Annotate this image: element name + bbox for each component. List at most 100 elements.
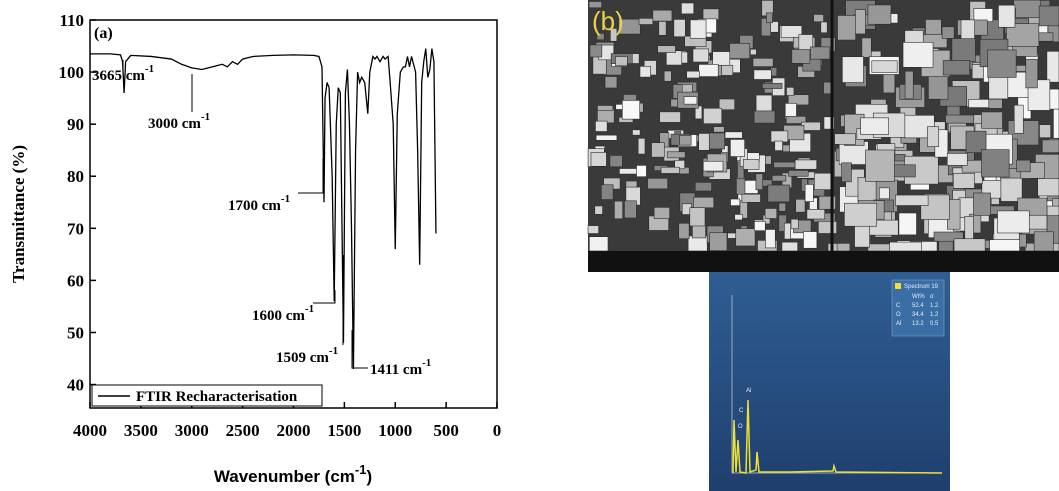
sem-grain bbox=[736, 176, 746, 195]
sem-grain bbox=[998, 4, 1016, 28]
sem-grain bbox=[638, 18, 654, 25]
sem-grain bbox=[786, 87, 795, 96]
sem-grain bbox=[889, 241, 922, 252]
sem-grain bbox=[945, 114, 975, 124]
x-axis-label: Wavenumber (cm-1) bbox=[214, 462, 372, 486]
sem-grain bbox=[724, 131, 743, 139]
sem-grain bbox=[712, 51, 731, 66]
x-tick-label: 1000 bbox=[378, 421, 412, 440]
annotation: 3000 cm-1 bbox=[148, 111, 210, 132]
sem-grain bbox=[742, 159, 760, 170]
sem-grain bbox=[1053, 107, 1059, 139]
sem-grain bbox=[764, 208, 778, 219]
x-axis-label-sup: -1 bbox=[355, 462, 367, 477]
sem-grain bbox=[1046, 50, 1059, 83]
sem-grain bbox=[660, 166, 680, 174]
sem-panel: (b) bbox=[587, 0, 1059, 272]
sem-grain bbox=[770, 130, 789, 143]
x-tick-label: 3000 bbox=[175, 421, 209, 440]
sem-grain bbox=[861, 37, 872, 58]
sem-grain bbox=[689, 19, 707, 39]
annotation-text: 3665 cm bbox=[92, 68, 145, 84]
sem-grain bbox=[609, 155, 623, 168]
sem-grain bbox=[1038, 5, 1059, 27]
sem-grain bbox=[946, 153, 968, 166]
sem-grain bbox=[618, 18, 641, 35]
sem-grain bbox=[925, 19, 942, 37]
sem-grain bbox=[804, 184, 814, 202]
sem-grain bbox=[1006, 23, 1040, 47]
sem-grain bbox=[755, 173, 764, 191]
sem-grain bbox=[615, 104, 624, 110]
sem-grain bbox=[841, 162, 852, 183]
sem-grain bbox=[754, 221, 766, 231]
sem-grain bbox=[589, 236, 609, 252]
sem-grain bbox=[1041, 139, 1059, 153]
sem-grain bbox=[752, 58, 774, 67]
sem-grain bbox=[795, 198, 806, 213]
edx-cell: 52.4 bbox=[912, 303, 924, 309]
sem-grain bbox=[860, 117, 890, 135]
y-tick-label: 70 bbox=[67, 219, 84, 238]
annotation: 1600 cm-1 bbox=[252, 303, 314, 324]
sem-grain bbox=[927, 126, 940, 147]
sem-grain bbox=[597, 108, 615, 124]
x-tick-label: 500 bbox=[433, 421, 459, 440]
sem-grain bbox=[813, 14, 824, 23]
annotation-sup: -1 bbox=[145, 63, 154, 75]
sem-grain bbox=[721, 64, 734, 76]
sem-grain bbox=[718, 98, 735, 111]
sem-grain bbox=[587, 225, 599, 234]
sem-grain bbox=[709, 232, 728, 251]
sem-grain bbox=[951, 38, 976, 63]
annotation-leaders bbox=[122, 60, 368, 369]
annotation-text: 1600 cm bbox=[252, 308, 305, 324]
edx-legend-title: Spectrum 19 bbox=[904, 284, 939, 290]
sem-grain bbox=[820, 21, 828, 34]
sem-grain bbox=[785, 116, 807, 124]
edx-panel: Spectrum 19 Wt% σ C O Al C 52.4 1.2 O 34.4 1.… bbox=[709, 272, 950, 491]
sem-grain bbox=[615, 56, 628, 67]
edx-spectrum bbox=[732, 399, 943, 474]
sem-grain bbox=[898, 212, 917, 236]
sem-grain bbox=[788, 170, 809, 177]
sem-grain bbox=[933, 231, 964, 242]
sem-grain bbox=[596, 33, 605, 41]
sem-grain bbox=[753, 110, 776, 124]
sem-grain bbox=[665, 50, 683, 66]
sem-grain bbox=[806, 209, 825, 220]
sem-grain bbox=[1039, 124, 1051, 138]
sem-grain bbox=[753, 69, 772, 80]
sem-grain bbox=[1033, 231, 1054, 252]
x-tick-label: 4000 bbox=[73, 421, 107, 440]
sem-grain bbox=[794, 159, 818, 170]
sem-grain bbox=[928, 73, 949, 100]
x-tick-label: 3500 bbox=[124, 421, 158, 440]
sem-grain bbox=[818, 221, 837, 234]
leader bbox=[298, 158, 324, 194]
sem-grain bbox=[842, 56, 864, 83]
sem-grain bbox=[666, 151, 686, 159]
sem-grain bbox=[741, 193, 761, 203]
sem-grain bbox=[1013, 0, 1041, 18]
sem-grain bbox=[965, 130, 987, 154]
sem-grain bbox=[652, 9, 673, 22]
edx-cell: O bbox=[896, 312, 901, 318]
annotation-text: 1411 cm bbox=[370, 362, 423, 378]
sem-grain bbox=[942, 60, 971, 76]
annotation-text: 1700 cm bbox=[228, 198, 281, 214]
sem-grain bbox=[810, 46, 831, 60]
y-tick-label: 50 bbox=[67, 323, 84, 342]
sem-grain bbox=[814, 172, 833, 190]
sem-grain bbox=[781, 241, 798, 252]
sem-grain bbox=[588, 1, 602, 9]
sem-grain bbox=[637, 137, 646, 155]
leader bbox=[351, 330, 368, 369]
sem-grain bbox=[773, 161, 796, 168]
sem-grain bbox=[879, 187, 890, 200]
sem-grain bbox=[1013, 104, 1024, 134]
sem-grain bbox=[871, 60, 898, 73]
sem-grain bbox=[837, 15, 856, 41]
x-axis-label-suffix: ) bbox=[366, 467, 372, 486]
sem-grain bbox=[734, 214, 743, 221]
